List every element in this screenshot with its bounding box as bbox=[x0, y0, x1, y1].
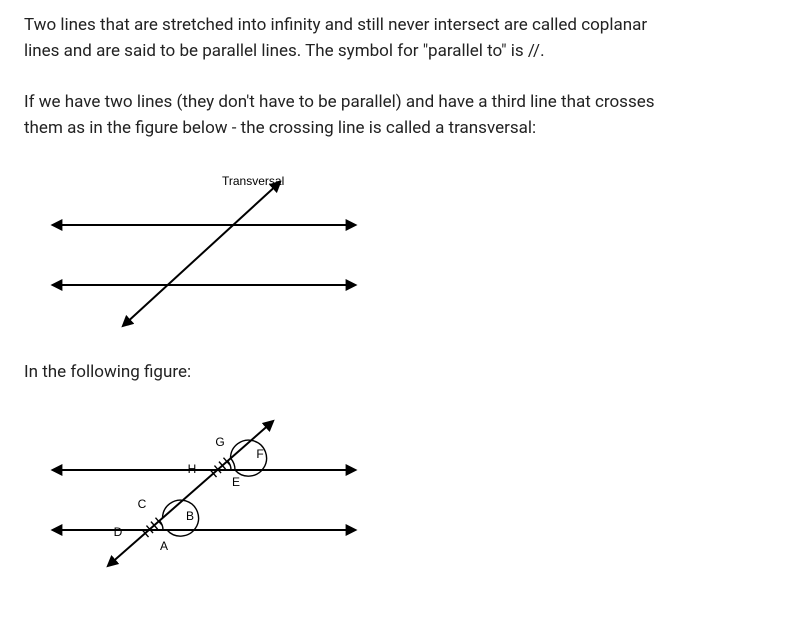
figure-transversal-svg: Transversal bbox=[24, 165, 384, 335]
figure-transversal: Transversal bbox=[24, 165, 776, 335]
svg-text:F: F bbox=[256, 447, 263, 461]
svg-text:G: G bbox=[215, 435, 224, 449]
svg-text:Transversal: Transversal bbox=[222, 174, 284, 188]
svg-text:C: C bbox=[138, 497, 147, 511]
svg-text:A: A bbox=[160, 539, 168, 553]
svg-text:H: H bbox=[188, 462, 197, 476]
figure-angles-svg: G F E H C B A D bbox=[24, 410, 384, 575]
svg-text:D: D bbox=[114, 525, 123, 539]
svg-text:E: E bbox=[232, 475, 240, 489]
svg-text:B: B bbox=[186, 509, 194, 523]
figure-angles: G F E H C B A D bbox=[24, 410, 776, 575]
paragraph-transversal-intro: If we have two lines (they don't have to… bbox=[24, 89, 664, 142]
paragraph-definition: Two lines that are stretched into infini… bbox=[24, 12, 664, 65]
paragraph-following-figure: In the following figure: bbox=[24, 359, 664, 385]
page: Two lines that are stretched into infini… bbox=[0, 0, 800, 623]
